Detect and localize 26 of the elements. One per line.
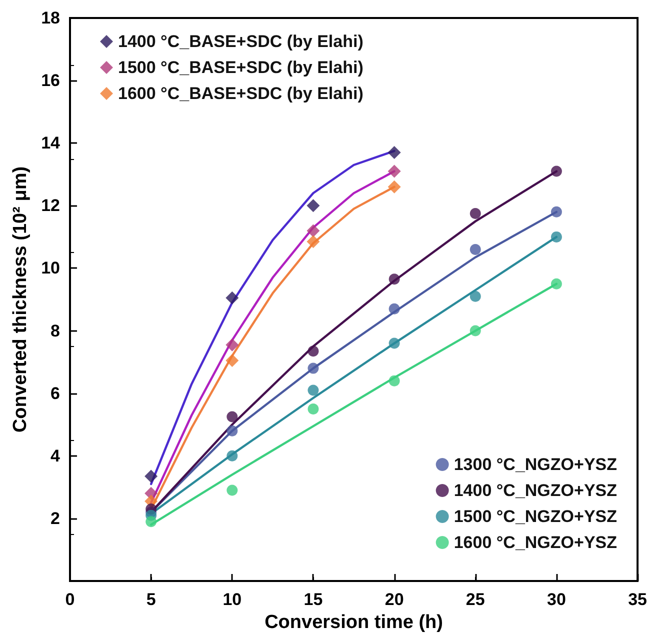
x-tick-label: 35 bbox=[628, 590, 648, 609]
legend-label: 1300 °C_NGZO+YSZ bbox=[454, 455, 618, 474]
legend-label: 1600 °C_NGZO+YSZ bbox=[454, 533, 618, 552]
x-tick-label: 5 bbox=[146, 590, 156, 609]
x-tick-label: 25 bbox=[466, 590, 485, 609]
y-tick-label: 16 bbox=[41, 71, 60, 90]
legend-label: 1500 °C_BASE+SDC (by Elahi) bbox=[118, 58, 364, 77]
legend-label: 1400 °C_NGZO+YSZ bbox=[454, 481, 618, 500]
x-tick-label: 0 bbox=[65, 590, 75, 609]
y-tick-label: 8 bbox=[50, 321, 60, 340]
y-tick-label: 4 bbox=[50, 446, 61, 466]
x-tick-label: 20 bbox=[384, 590, 404, 609]
y-tick-label: 18 bbox=[41, 8, 60, 28]
x-tick-label: 15 bbox=[304, 590, 323, 609]
x-tick-label: 30 bbox=[547, 590, 566, 609]
y-tick-label: 10 bbox=[41, 258, 60, 278]
legend-label: 1500 °C_NGZO+YSZ bbox=[454, 507, 618, 526]
y-tick-label: 6 bbox=[50, 384, 60, 403]
x-tick-label: 10 bbox=[222, 590, 242, 609]
y-tick-label: 2 bbox=[50, 508, 60, 528]
y-tick-label: 12 bbox=[41, 196, 60, 216]
y-tick-label: 14 bbox=[41, 134, 61, 153]
y-axis-title: Converted thickness (10² μm) bbox=[10, 166, 32, 433]
legend-label: 1400 °C_BASE+SDC (by Elahi) bbox=[118, 32, 364, 51]
x-axis-title: Conversion time (h) bbox=[264, 612, 443, 633]
legend-label: 1600 °C_BASE+SDC (by Elahi) bbox=[118, 84, 364, 103]
